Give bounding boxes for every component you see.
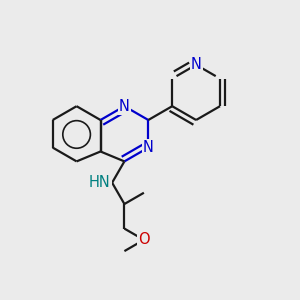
- Text: O: O: [138, 232, 150, 247]
- Text: N: N: [143, 140, 154, 155]
- Text: HN: HN: [89, 175, 111, 190]
- Text: N: N: [191, 57, 202, 72]
- Text: N: N: [119, 99, 130, 114]
